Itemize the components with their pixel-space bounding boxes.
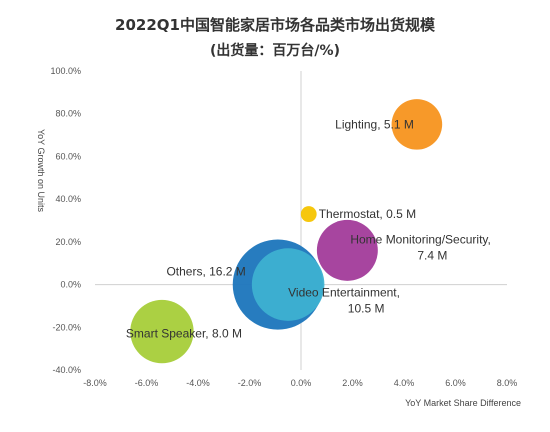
bubble-point bbox=[300, 206, 317, 223]
bubble-label: Thermostat, 0.5 M bbox=[319, 207, 416, 221]
chart-subtitle: (出货量：百万台/%) bbox=[210, 43, 340, 59]
x-tick-label: 4.0% bbox=[394, 378, 415, 388]
bubble-label: Video Entertainment, bbox=[288, 286, 400, 300]
y-axis-title: YoY Growth on Units bbox=[36, 129, 46, 213]
y-tick-label: 60.0% bbox=[55, 151, 81, 161]
x-tick-label: 0.0% bbox=[291, 378, 312, 388]
bubble-point bbox=[251, 248, 325, 321]
x-tick-label: 2.0% bbox=[342, 378, 363, 388]
x-tick-label: -4.0% bbox=[186, 378, 210, 388]
bubble-point bbox=[316, 219, 378, 281]
bubble-label: Smart Speaker, 8.0 M bbox=[126, 327, 242, 341]
bubble-label: Home Monitoring/Security, bbox=[350, 232, 491, 246]
x-axis-title: YoY Market Share Difference bbox=[405, 398, 521, 408]
bubble-label: 10.5 M bbox=[348, 302, 385, 316]
y-tick-label: 80.0% bbox=[55, 109, 81, 119]
x-tick-label: -2.0% bbox=[238, 378, 262, 388]
y-tick-label: -20.0% bbox=[52, 322, 81, 332]
bubble-point bbox=[391, 99, 443, 150]
bubble-label: 7.4 M bbox=[417, 248, 447, 262]
x-tick-label: 8.0% bbox=[497, 378, 518, 388]
y-tick-label: 40.0% bbox=[55, 194, 81, 204]
x-tick-label: 6.0% bbox=[445, 378, 466, 388]
bubble-point bbox=[130, 299, 194, 364]
chart-title: 2022Q1中国智能家居市场各品类市场出货规模 bbox=[115, 16, 435, 34]
x-tick-label: -8.0% bbox=[83, 378, 107, 388]
y-tick-label: -40.0% bbox=[52, 365, 81, 375]
bubble-label: Others, 16.2 M bbox=[166, 265, 245, 279]
y-tick-label: 100.0% bbox=[50, 66, 81, 76]
bubble-label: Lighting, 5.1 M bbox=[335, 117, 414, 131]
y-tick-label: 20.0% bbox=[55, 237, 81, 247]
y-tick-label: 0.0% bbox=[60, 280, 81, 290]
x-tick-label: -6.0% bbox=[135, 378, 159, 388]
